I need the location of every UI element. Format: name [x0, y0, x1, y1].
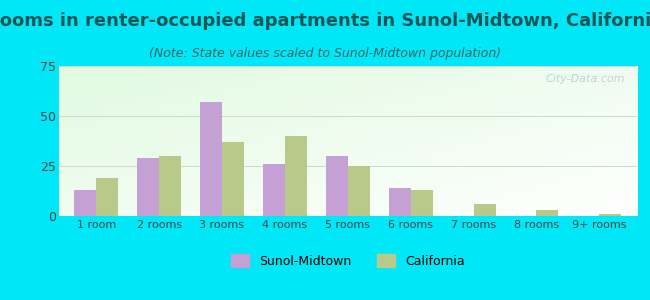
Text: City-Data.com: City-Data.com: [546, 74, 625, 83]
Bar: [389, 188, 411, 216]
Bar: [348, 166, 370, 216]
Bar: [263, 164, 285, 216]
Text: (Note: State values scaled to Sunol-Midtown population): (Note: State values scaled to Sunol-Midt…: [149, 46, 501, 59]
Bar: [411, 190, 433, 216]
Bar: [326, 156, 348, 216]
Bar: [473, 204, 495, 216]
Bar: [285, 136, 307, 216]
Bar: [96, 178, 118, 216]
Bar: [137, 158, 159, 216]
Legend: Sunol-Midtown, California: Sunol-Midtown, California: [226, 249, 470, 273]
Bar: [74, 190, 96, 216]
Bar: [536, 210, 558, 216]
Bar: [200, 102, 222, 216]
Bar: [159, 156, 181, 216]
Bar: [599, 214, 621, 216]
Bar: [222, 142, 244, 216]
Text: Rooms in renter-occupied apartments in Sunol-Midtown, California: Rooms in renter-occupied apartments in S…: [0, 12, 650, 30]
